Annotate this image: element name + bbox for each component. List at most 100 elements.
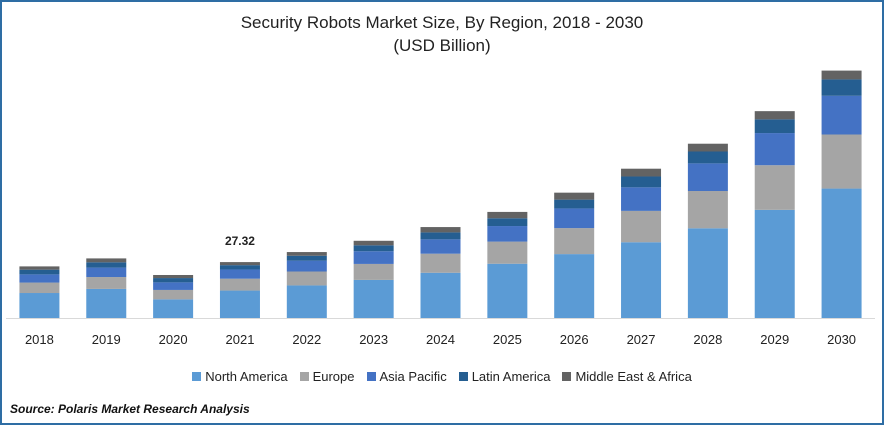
bar-2026-latin-america [554,199,595,209]
legend-label: Latin America [471,369,551,384]
bar-2018-middle-east-africa [19,266,60,270]
x-tick-label: 2018 [25,332,54,347]
x-tick-label: 2024 [426,332,455,347]
bar-2026-asia-pacific [554,208,595,229]
bar-2030-middle-east-africa [821,70,862,80]
source-note: Source: Polaris Market Research Analysis [10,402,250,416]
bar-2030-europe [821,134,862,189]
x-tick-label: 2025 [493,332,522,347]
legend-item: Asia Pacific [366,369,447,384]
bar-2021-north-america [219,290,260,318]
bar-2018-europe [19,282,60,294]
bar-2024-asia-pacific [420,239,461,254]
bar-2024-north-america [420,272,461,318]
bar-2020-asia-pacific [153,282,194,290]
bar-2027-middle-east-africa [621,168,662,177]
bar-2030-latin-america [821,79,862,96]
x-tick-label: 2021 [226,332,255,347]
bar-2021-asia-pacific [219,269,260,279]
bar-2028-north-america [687,228,728,318]
legend-swatch [299,372,309,381]
legend-item: Middle East & Africa [562,369,692,384]
bar-2029-middle-east-africa [754,111,795,120]
chart-legend: North America Europe Asia Pacific Latin Ame… [2,369,882,384]
stacked-bar-chart: 2018 2019 2020 2021 27.32 2022 2023 2024 2025 202… [6,70,875,347]
bar-2027-north-america [621,242,662,318]
bar-2019-europe [86,277,127,289]
bar-2019-asia-pacific [86,267,127,278]
x-tick-label: 2022 [292,332,321,347]
bar-2019-north-america [86,288,127,318]
bar-2018-asia-pacific [19,274,60,283]
bar-2028-asia-pacific [687,163,728,192]
bar-2026-middle-east-africa [554,192,595,200]
x-tick-label: 2023 [359,332,388,347]
legend-swatch [562,372,572,381]
bar-2026-europe [554,228,595,255]
bar-2020-europe [153,289,194,300]
x-tick-label: 2027 [627,332,656,347]
legend-item: Latin America [458,369,551,384]
bar-2019-latin-america [86,262,127,268]
bar-2025-north-america [487,263,528,318]
bar-2023-europe [353,263,394,280]
bar-2024-latin-america [420,232,461,240]
bar-2018-north-america [19,293,60,318]
bar-2022-latin-america [286,255,327,261]
bar-2022-north-america [286,285,327,318]
chart-title: Security Robots Market Size, By Region, … [240,13,644,32]
bar-2027-latin-america [621,176,662,188]
bar-2030-asia-pacific [821,95,862,135]
bar-2022-asia-pacific [286,260,327,272]
legend-item: North America [192,369,288,384]
legend-label: Europe [312,369,355,384]
bar-2026-north-america [554,254,595,318]
bar-2021-europe [219,278,260,291]
legend-swatch [366,372,376,381]
legend-item: Europe [299,369,355,384]
x-tick-label: 2030 [827,332,856,347]
bar-2021-middle-east-africa [219,262,260,266]
bar-2030-north-america [821,188,862,318]
bar-2023-north-america [353,279,394,318]
x-tick-label: 2029 [760,332,789,347]
bar-2020-middle-east-africa [153,274,194,279]
bar-2028-europe [687,191,728,229]
bar-2025-europe [487,241,528,264]
bar-2022-europe [286,271,327,286]
bar-2029-latin-america [754,119,795,134]
bar-2029-europe [754,165,795,210]
bar-2021-latin-america [219,265,260,270]
bar-2022-middle-east-africa [286,252,327,256]
bar-2025-middle-east-africa [487,211,528,219]
bar-2020-latin-america [153,278,194,283]
x-tick-label: 2028 [693,332,722,347]
bar-2023-latin-america [353,245,394,252]
chart-subtitle: (USD Billion) [393,36,491,55]
bar-2024-middle-east-africa [420,227,461,233]
bar-2029-asia-pacific [754,133,795,166]
legend-swatch [458,372,468,381]
bar-2025-latin-america [487,218,528,227]
x-tick-label: 2020 [159,332,188,347]
bar-2028-middle-east-africa [687,143,728,152]
bar-2028-latin-america [687,151,728,164]
bar-2023-asia-pacific [353,251,394,264]
bar-2029-north-america [754,209,795,318]
bar-2019-middle-east-africa [86,258,127,263]
x-tick-label: 2019 [92,332,121,347]
legend-swatch [192,372,202,381]
bar-2027-europe [621,210,662,243]
bar-2027-asia-pacific [621,187,662,211]
data-label-2021: 27.32 [225,234,255,248]
bar-2018-latin-america [19,269,60,275]
legend-label: Asia Pacific [379,369,447,384]
bar-2025-asia-pacific [487,226,528,242]
bar-2023-middle-east-africa [353,240,394,246]
bar-2024-europe [420,253,461,273]
legend-label: North America [205,369,288,384]
bar-2020-north-america [153,299,194,318]
legend-label: Middle East & Africa [575,369,692,384]
x-tick-label: 2026 [560,332,589,347]
